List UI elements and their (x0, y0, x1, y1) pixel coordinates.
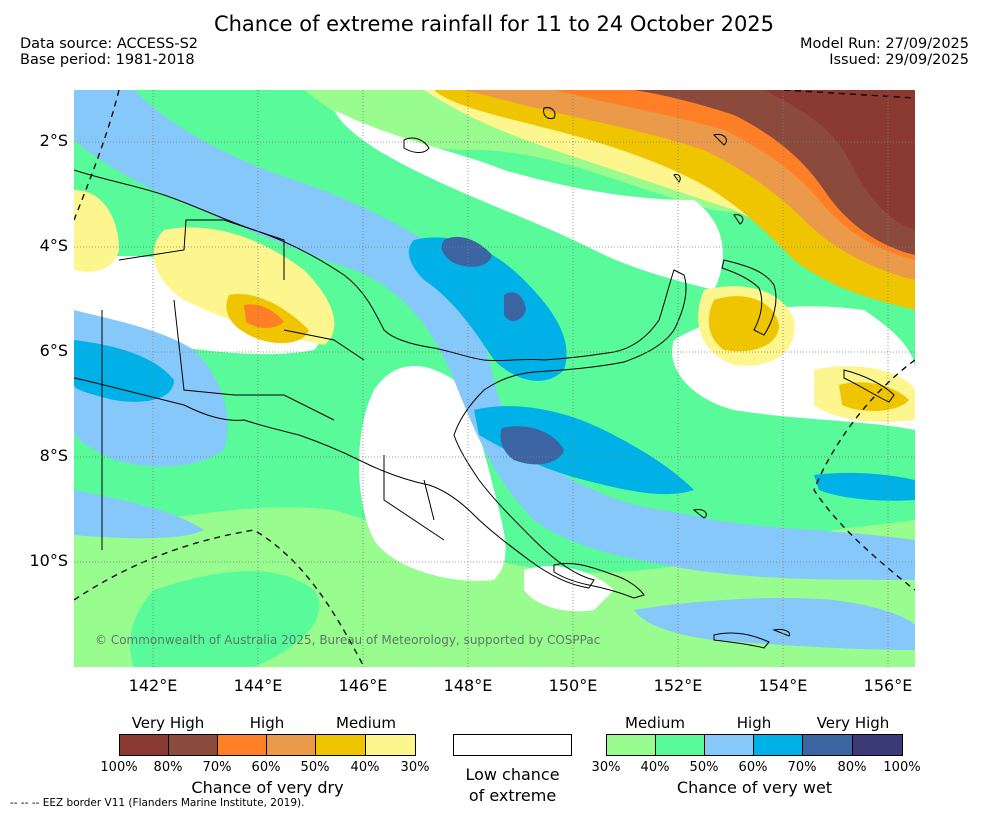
legend-low-line1: Low chance (465, 765, 560, 784)
lat-label-8s: 8°S (39, 446, 68, 465)
legend-dry-swatch-6 (365, 734, 416, 756)
legend-dry-title: Chance of very dry (191, 778, 344, 797)
lat-label-10s: 10°S (29, 551, 68, 570)
graticule (74, 90, 915, 667)
legend-wet-swatch-6 (852, 734, 903, 756)
legend-dry-swatch-4 (266, 734, 316, 756)
legend-dry-tick-40: 40% (350, 760, 380, 775)
legend-dry-swatch-3 (217, 734, 267, 756)
bougainville-coast (843, 369, 895, 403)
lon-label-142e: 142°E (128, 676, 178, 695)
legend-low-swatch (453, 734, 572, 756)
region-dark-blue-north (441, 236, 492, 267)
legend-dry-high: High (249, 714, 285, 732)
issued-text: Issued: 29/09/2025 (829, 52, 969, 68)
coastlines (74, 107, 895, 649)
region-blue-west (74, 340, 174, 402)
lat-label-4s: 4°S (39, 236, 68, 255)
legend-wet-tick-50: 50% (689, 760, 719, 775)
region-dark-blue-central (504, 292, 526, 322)
legend-wet-tick-70: 70% (787, 760, 817, 775)
region-medium-green-southwest (130, 571, 320, 667)
legend-wet-medium: Medium (625, 714, 685, 732)
lat-label-6s: 6°S (39, 341, 68, 360)
region-orange-west (244, 304, 284, 328)
legend-wet-swatch-3 (704, 734, 754, 756)
data-source-text: Data source: ACCESS-S2 (20, 36, 199, 52)
region-blue-east (814, 472, 915, 501)
region-light-blue-southeast (634, 598, 915, 650)
eez-borders (74, 90, 915, 667)
lon-label-150e: 150°E (548, 676, 598, 695)
model-run-text: Model Run: 27/09/2025 (799, 36, 969, 52)
lon-label-144e: 144°E (233, 676, 283, 695)
lon-label-152e: 152°E (653, 676, 703, 695)
legend-wet-tick-60: 60% (738, 760, 768, 775)
legend-dry-medium: Medium (336, 714, 396, 732)
metadata-right: Model Run: 27/09/2025 Issued: 29/09/2025 (800, 36, 969, 68)
region-dark-blue-south (500, 426, 564, 465)
legend-wet-swatch-5 (802, 734, 853, 756)
lon-label-154e: 154°E (758, 676, 808, 695)
legend-wet-tick-40: 40% (640, 760, 670, 775)
region-white-southeast (524, 566, 614, 612)
legend-wet-tick-100: 100% (883, 760, 921, 775)
eez-border-southwest (74, 529, 365, 667)
legend-dry-swatch-2 (168, 734, 218, 756)
legend-low-title: Low chance of extreme (443, 764, 582, 806)
metadata-left: Data source: ACCESS-S2 Base period: 1981… (20, 36, 198, 68)
new-guinea-coast (74, 169, 687, 589)
legend-dry-very-high: Very High (131, 714, 205, 732)
islands-north (403, 107, 744, 225)
legend-wet-tick-80: 80% (837, 760, 867, 775)
eez-border-west (74, 90, 120, 221)
region-white-center (359, 366, 506, 581)
legend-dry-swatch-1 (119, 734, 169, 756)
eez-border-east (813, 359, 915, 591)
base-period-text: Base period: 1981-2018 (20, 52, 195, 68)
eez-border-note: -- -- -- EEZ border V11 (Flanders Marine… (10, 797, 305, 809)
legend-wet-swatch-4 (753, 734, 803, 756)
legend-wet-swatch-1 (606, 734, 656, 756)
lon-label-146e: 146°E (338, 676, 388, 695)
legend-low-line2: of extreme (468, 786, 557, 805)
legend-wet-swatch-2 (655, 734, 705, 756)
legend-dry-tick-80: 80% (153, 760, 183, 775)
region-yellow-northwest (74, 190, 119, 272)
region-blue-central (408, 237, 567, 381)
copyright-notice: © Commonwealth of Australia 2025, Bureau… (95, 633, 601, 647)
lon-label-148e: 148°E (443, 676, 493, 695)
new-britain-coast (553, 562, 645, 599)
islands-southeast (692, 509, 791, 649)
legend-wet-high: High (736, 714, 772, 732)
map-title: Chance of extreme rainfall for 11 to 24 … (213, 12, 775, 36)
lat-label-2s: 2°S (39, 131, 68, 150)
legend-dry-tick-50: 50% (300, 760, 330, 775)
region-light-blue-northwest (74, 90, 915, 580)
rainfall-map (74, 90, 915, 667)
legend-dry-tick-70: 70% (202, 760, 232, 775)
legend-wet-title: Chance of very wet (676, 778, 833, 797)
legend-dry-tick-30: 30% (400, 760, 430, 775)
legend-wet-very-high: Very High (816, 714, 890, 732)
legend-dry-swatch-5 (315, 734, 366, 756)
legend-dry-tick-60: 60% (251, 760, 281, 775)
legend-dry-tick-100: 100% (100, 760, 138, 775)
region-light-blue-south (74, 490, 204, 539)
new-ireland-coast (721, 259, 777, 336)
region-dark-brown-northeast (764, 90, 915, 230)
legend-wet-tick-30: 30% (591, 760, 621, 775)
province-lines (118, 219, 445, 541)
lon-label-156e: 156°E (863, 676, 913, 695)
region-white-north (334, 110, 723, 290)
